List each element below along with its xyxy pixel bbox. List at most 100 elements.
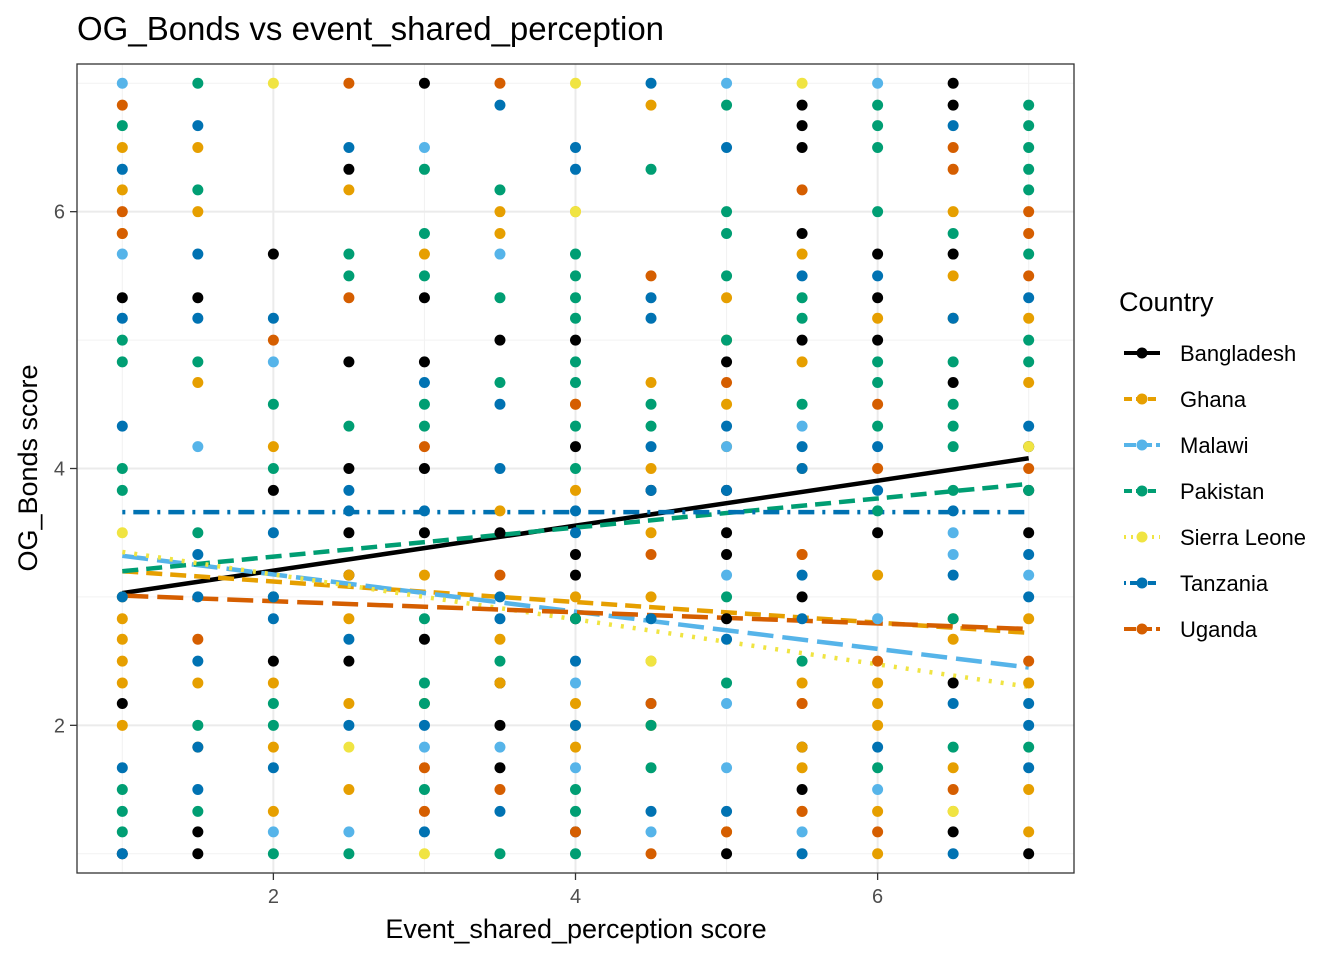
data-point xyxy=(494,292,506,304)
data-point xyxy=(721,441,733,453)
data-point xyxy=(494,77,506,89)
data-point xyxy=(494,655,506,667)
data-point xyxy=(116,633,128,645)
data-point xyxy=(570,569,581,581)
data-point xyxy=(1023,826,1035,838)
data-point xyxy=(267,591,279,603)
data-point xyxy=(872,826,884,838)
data-point xyxy=(796,312,808,324)
data-point xyxy=(267,77,279,89)
data-point xyxy=(494,591,506,603)
data-point xyxy=(570,591,581,603)
data-point xyxy=(494,376,506,388)
data-point xyxy=(116,784,128,796)
data-point xyxy=(796,420,808,432)
data-point xyxy=(570,292,581,304)
data-point xyxy=(418,292,430,304)
data-point xyxy=(721,77,733,89)
data-point xyxy=(1023,120,1035,132)
data-point xyxy=(1023,184,1035,196)
data-point xyxy=(1023,613,1035,625)
data-point xyxy=(796,248,808,260)
data-point xyxy=(192,184,204,196)
data-point xyxy=(343,527,355,539)
data-point xyxy=(116,141,128,153)
data-point xyxy=(721,292,733,304)
data-point xyxy=(796,677,808,689)
data-point xyxy=(872,206,884,218)
data-point xyxy=(796,613,808,625)
data-point xyxy=(494,206,506,218)
data-point xyxy=(116,312,128,324)
data-point xyxy=(1023,762,1035,774)
data-point xyxy=(116,677,128,689)
data-point xyxy=(192,120,204,132)
data-point xyxy=(796,569,808,581)
y-tick-label: 2 xyxy=(54,715,65,737)
data-point xyxy=(570,848,581,860)
x-axis-title: Event_shared_perception score xyxy=(385,914,766,944)
data-point xyxy=(418,826,430,838)
chart-title: OG_Bonds vs event_shared_perception xyxy=(77,10,664,47)
data-point xyxy=(872,463,884,474)
data-point xyxy=(796,356,808,368)
data-point xyxy=(645,463,657,474)
data-point xyxy=(1023,248,1035,260)
data-point xyxy=(947,420,959,432)
data-point xyxy=(872,569,884,581)
data-point xyxy=(721,633,733,645)
data-point xyxy=(494,613,506,625)
data-point xyxy=(645,163,657,175)
data-point xyxy=(192,441,204,453)
data-point xyxy=(872,334,884,346)
data-point xyxy=(343,184,355,196)
data-point xyxy=(872,77,884,89)
data-point xyxy=(1023,848,1035,860)
data-point xyxy=(947,77,959,89)
data-point xyxy=(1023,141,1035,153)
data-point xyxy=(872,376,884,388)
data-point xyxy=(947,484,959,496)
data-point xyxy=(796,99,808,111)
data-point xyxy=(1023,697,1035,709)
legend-item: Malawi xyxy=(1124,433,1248,458)
data-point xyxy=(947,848,959,860)
data-point xyxy=(947,549,959,561)
data-point xyxy=(570,248,581,260)
data-point xyxy=(343,141,355,153)
legend-label: Pakistan xyxy=(1180,479,1264,504)
data-point xyxy=(418,677,430,689)
data-point xyxy=(796,184,808,196)
data-point xyxy=(796,805,808,817)
data-point xyxy=(1023,420,1035,432)
data-point xyxy=(418,613,430,625)
data-point xyxy=(192,549,204,561)
data-point xyxy=(1023,784,1035,796)
data-point xyxy=(116,613,128,625)
data-point xyxy=(418,805,430,817)
data-point xyxy=(645,312,657,324)
data-point xyxy=(494,184,506,196)
data-point xyxy=(570,527,581,539)
data-point xyxy=(570,376,581,388)
data-point xyxy=(570,441,581,453)
legend-item: Uganda xyxy=(1124,617,1258,642)
data-point xyxy=(494,228,506,240)
axis-ticks: 2 4 6 2 4 6 xyxy=(54,202,883,908)
data-point xyxy=(343,248,355,260)
data-point xyxy=(947,141,959,153)
data-point xyxy=(1023,99,1035,111)
data-point xyxy=(570,826,581,838)
data-point xyxy=(872,848,884,860)
data-point xyxy=(192,677,204,689)
data-point xyxy=(192,741,204,753)
data-point xyxy=(721,527,733,539)
legend-key-point xyxy=(1136,623,1148,635)
data-point xyxy=(570,141,581,153)
data-point xyxy=(872,505,884,517)
data-point xyxy=(872,527,884,539)
data-point xyxy=(192,527,204,539)
data-point xyxy=(872,99,884,111)
data-point xyxy=(645,270,657,282)
data-point xyxy=(1023,206,1035,218)
